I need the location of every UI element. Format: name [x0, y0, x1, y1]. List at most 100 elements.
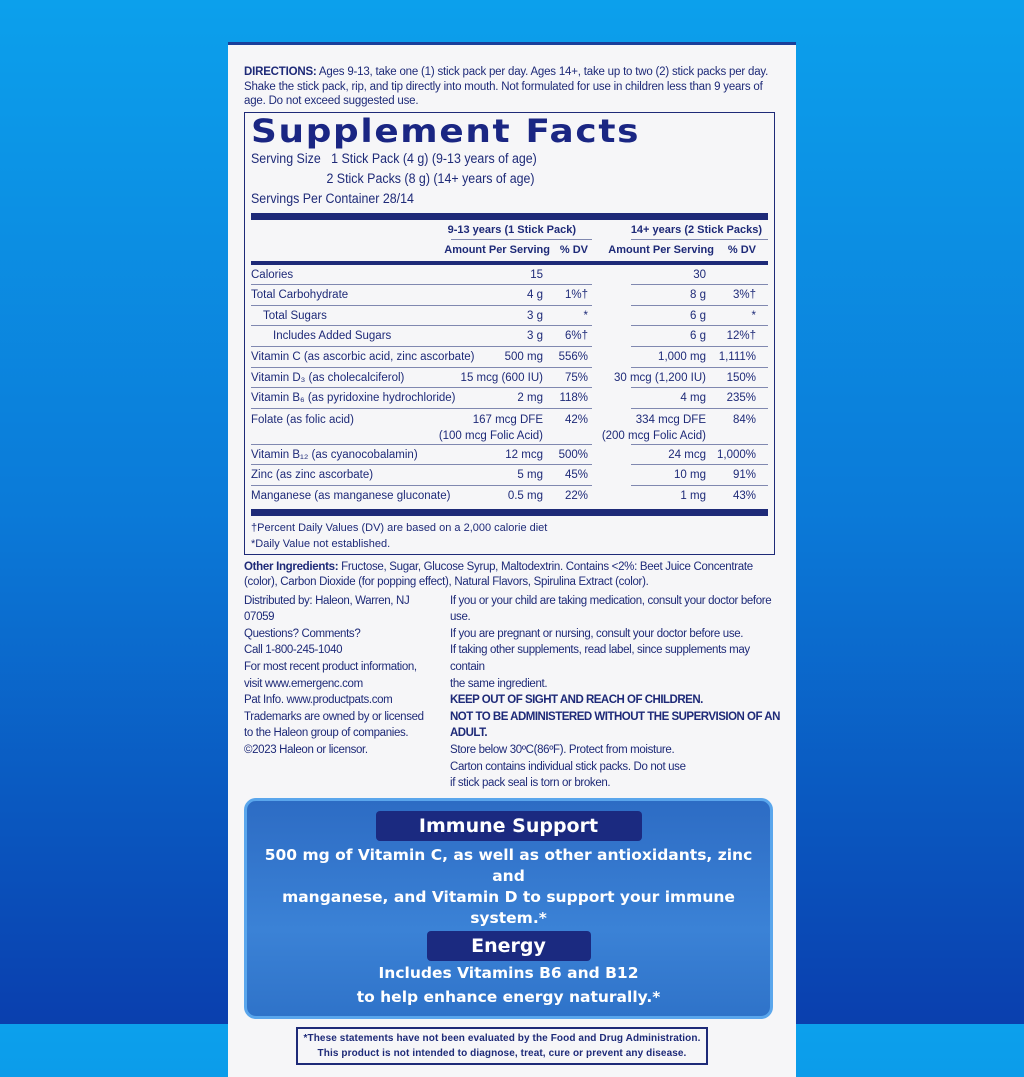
servings-per-container: Servings Per Container 28/14 [251, 190, 414, 206]
amount-2: 4 mg [680, 392, 706, 405]
nutrient-name: Vitamin B₆ (as pyridoxine hydrochloride) [251, 392, 456, 405]
divider [631, 407, 768, 409]
dv-2: * [751, 309, 756, 322]
amount-2: 30 [693, 268, 706, 281]
nutrient-name: Vitamin C (as ascorbic acid, zinc ascorb… [251, 351, 475, 364]
nutrient-name: Folate (as folic acid) [251, 413, 354, 426]
divider [251, 387, 592, 389]
product-label: DIRECTIONS: Ages 9-13, take one (1) stic… [228, 42, 796, 1077]
dv-1: 42% [564, 413, 588, 426]
info-line: ©2023 Haleon or licensor. [244, 743, 368, 756]
warning-line: NOT TO BE ADMINISTERED WITHOUT THE SUPER… [450, 710, 780, 740]
amount-2: 8 g [690, 289, 706, 302]
divider [251, 366, 592, 368]
amount-1: 3 g [527, 330, 543, 343]
footnote-not-established: *Daily Value not established. [251, 537, 391, 550]
warning-line: If you or your child are taking medicati… [450, 594, 772, 624]
divider [451, 239, 592, 241]
nutrient-name: Includes Added Sugars [273, 330, 392, 343]
nutrient-row: Zinc (as zinc ascorbate) 5 mg 45% 10 mg 91% [251, 465, 768, 487]
divider [251, 407, 592, 409]
info-line: to the Haleon group of companies. [244, 727, 409, 740]
dv-2: 3%† [732, 289, 756, 302]
divider [251, 508, 768, 516]
dv-1: 556% [558, 351, 588, 364]
nutrient-name: Calories [251, 268, 294, 281]
nutrient-row: Vitamin D₃ (as cholecalciferol) 15 mcg (6… [251, 368, 768, 389]
serving-size-row-2: 2 Stick Packs (8 g) (14+ years of age) [251, 169, 727, 189]
amount-header-1: Amount Per Serving [444, 244, 550, 257]
energy-text-1: Includes Vitamins B6 and B12 [378, 963, 639, 982]
amount-1-line1: 167 mcg DFE [472, 413, 543, 426]
dv-1: 1%† [564, 289, 588, 302]
nutrient-row: Vitamin B₆ (as pyridoxine hydrochloride)… [251, 388, 768, 409]
nutrient-name: Total Sugars [263, 309, 327, 322]
dv-1: 500% [558, 448, 588, 461]
warning-line: if stick pack seal is torn or broken. [450, 777, 611, 790]
nutrient-row: Vitamin C (as ascorbic acid, zinc ascorb… [251, 347, 768, 368]
divider [631, 239, 768, 241]
dv-2: 235% [726, 392, 756, 405]
amount-1: 15 [530, 268, 543, 281]
divider [631, 412, 768, 445]
immune-support-heading: Immune Support [375, 810, 642, 841]
disclaimer-line-2: This product is not intended to diagnose… [317, 1047, 687, 1059]
footnote-dv: †Percent Daily Values (DV) are based on … [251, 521, 548, 534]
divider [251, 304, 592, 306]
amount-header-2: Amount Per Serving [608, 244, 714, 257]
amount-2: 1,000 mg [658, 351, 706, 364]
facts-rows: Calories 15 30 Total Carbohydrate 4 g 1%† 8 g 3… [251, 265, 768, 507]
info-line: Pat Info. www.productpats.com [244, 694, 393, 707]
dv-header-2: % DV [727, 244, 756, 257]
supplement-facts-panel: Supplement Facts Serving Size 1 Stick Pa… [244, 111, 775, 555]
amount-2: 30 mcg (1,200 IU) [613, 371, 706, 384]
info-line: visit www.emergenc.com [244, 677, 363, 690]
divider [631, 485, 768, 487]
dv-2: 150% [726, 371, 756, 384]
dv-1: * [583, 309, 588, 322]
directions-text: Ages 9-13, take one (1) stick pack per d… [244, 66, 769, 107]
dv-1: 6%† [564, 330, 588, 343]
serving-size-1: 1 Stick Pack (4 g) (9-13 years of age) [331, 150, 537, 166]
amount-1: 2 mg [517, 392, 543, 405]
dv-2: 84% [732, 413, 756, 426]
amount-1: 3 g [527, 309, 543, 322]
dv-2: 43% [732, 490, 756, 503]
divider [631, 387, 768, 389]
divider [251, 260, 768, 265]
directions-label: DIRECTIONS: [244, 66, 317, 78]
immune-text-2: manganese, and Vitamin D to support your… [282, 887, 735, 927]
fda-disclaimer: *These statements have not been evaluate… [296, 1026, 708, 1065]
amount-1: 167 mcg DFE (100 mcg Folic Acid) [439, 412, 543, 444]
dv-header-1: % DV [559, 244, 588, 257]
disclaimer-line-1: *These statements have not been evaluate… [303, 1032, 701, 1044]
nutrient-row: Manganese (as manganese gluconate) 0.5 mg… [251, 486, 768, 507]
warnings: If you or your child are taking medicati… [450, 593, 780, 792]
info-line: Distributed by: Haleon, Warren, NJ 07059 [244, 594, 410, 624]
divider [251, 346, 592, 348]
nutrient-row: Calories 15 30 [251, 265, 768, 286]
amount-2: 6 g [690, 330, 706, 343]
amount-2: 334 mcg DFE (200 mcg Folic Acid) [602, 412, 706, 444]
divider [251, 212, 768, 220]
amount-1: 15 mcg (600 IU) [460, 371, 543, 384]
facts-title: Supplement Facts [251, 111, 641, 150]
serving-size-2: 2 Stick Packs (8 g) (14+ years of age) [326, 170, 535, 186]
nutrient-name: Vitamin B₁₂ (as cyanocobalamin) [251, 448, 418, 461]
dv-2: 1,000% [716, 448, 756, 461]
dv-2: 91% [732, 469, 756, 482]
warning-line: If taking other supplements, read label,… [450, 644, 750, 673]
nutrient-row: Vitamin B₁₂ (as cyanocobalamin) 12 mcg 500… [251, 445, 768, 466]
info-columns: Distributed by: Haleon, Warren, NJ 07059… [244, 593, 780, 792]
benefits-panel: Immune Support 500 mg of Vitamin C, as w… [244, 797, 773, 1019]
column-header: Amount Per Serving % DV Amount Per Serving… [251, 240, 768, 261]
other-ingredients-text: Fructose, Sugar, Glucose Syrup, Maltodex… [244, 560, 753, 589]
dv-2: 12%† [726, 330, 756, 343]
divider [631, 325, 768, 327]
amount-2: 6 g [690, 309, 706, 322]
info-line: Questions? Comments? [244, 627, 361, 640]
nutrient-row: Total Carbohydrate 4 g 1%† 8 g 3%† [251, 285, 768, 306]
info-line: Trademarks are owned by or licensed [244, 710, 424, 723]
warning-line: the same ingredient. [450, 677, 548, 690]
nutrient-row: Includes Added Sugars 3 g 6%† 6 g 12%† [251, 326, 768, 348]
